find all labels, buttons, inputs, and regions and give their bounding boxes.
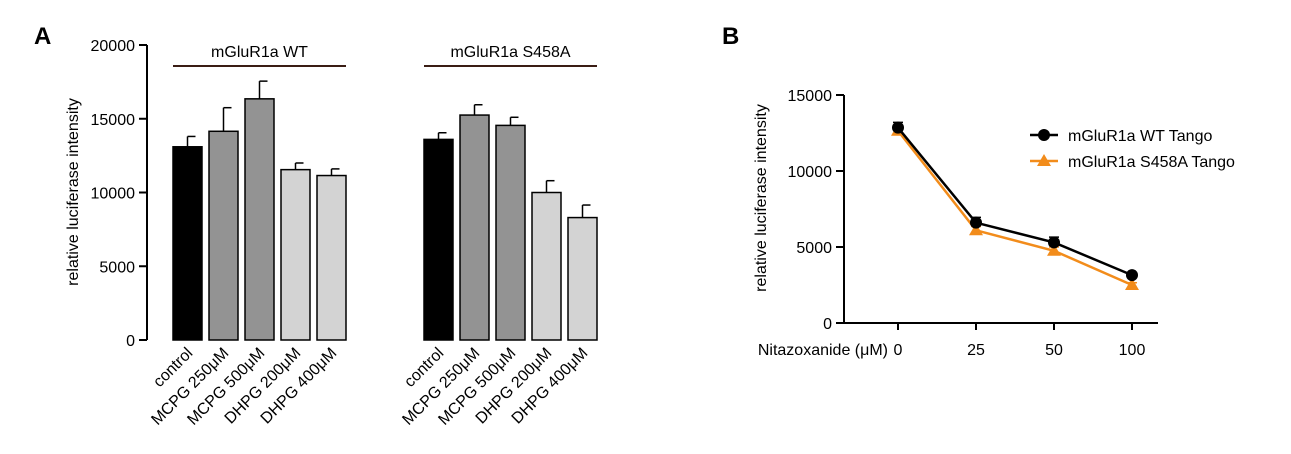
panel-a-chart: A relative luciferase intensity 0 5000 100…: [34, 23, 598, 429]
panel-a-letter: A: [34, 23, 51, 50]
panel-b-x-tick-label: 25: [967, 342, 985, 359]
panel-b-y-axis-label: relative luciferase intensity: [753, 104, 770, 292]
panel-a-bar: [567, 216, 598, 341]
panel-b-point: [969, 223, 983, 236]
panel-a-bars: [172, 80, 598, 341]
panel-b-y-tick-label: 15000: [788, 88, 833, 105]
panel-b-series-line: [897, 126, 1133, 277]
panel-a-bar: [316, 174, 347, 341]
panel-a-y-tick-label: 5000: [99, 259, 135, 276]
panel-a-y-axis: 0 5000 10000 15000 20000: [91, 38, 148, 350]
panel-b-x-tick-label: 0: [894, 342, 903, 359]
panel-b-series-line: [897, 129, 1133, 287]
panel-b-y-tick-label: 10000: [788, 164, 833, 181]
panel-b-x-tick-label: 100: [1119, 342, 1146, 359]
panel-b-letter: B: [722, 23, 739, 50]
panel-b-series: [891, 121, 1139, 290]
panel-b-legend: mGluR1a WT Tango mGluR1a S458A Tango: [1030, 128, 1235, 171]
panel-b-legend-label: mGluR1a S458A Tango: [1068, 154, 1235, 171]
panel-a-bar: [531, 191, 562, 341]
panel-b-point: [1048, 236, 1060, 249]
panel-a-y-tick-label: 0: [126, 333, 135, 350]
panel-a-y-axis-label: relative luciferase intensity: [65, 98, 82, 286]
panel-b-point: [1125, 278, 1139, 290]
panel-a-groups: mGluR1a WT mGluR1a S458A: [173, 44, 597, 67]
panel-b-point: [970, 216, 982, 229]
panel-b-legend-marker: [1038, 129, 1050, 141]
panel-a-bar: [423, 138, 454, 341]
panel-a-bar: [244, 98, 275, 341]
panel-a-group-label: mGluR1a S458A: [450, 44, 570, 61]
panel-b-axes: 0 5000 10000 15000 0 25 50 100: [788, 88, 1158, 359]
panel-b-point: [1047, 243, 1061, 256]
panel-a-y-tick-label: 20000: [91, 38, 136, 55]
panel-b-legend-marker: [1037, 154, 1051, 166]
panel-a-bar: [280, 168, 311, 341]
panel-a-group-label: mGluR1a WT: [211, 44, 308, 61]
panel-a-bar: [495, 124, 526, 341]
panel-a-y-tick-label: 10000: [91, 186, 136, 203]
panel-a-y-tick-label: 15000: [91, 112, 136, 129]
panel-a-bar: [208, 130, 239, 341]
panel-b-y-tick-label: 0: [823, 316, 832, 333]
panel-a-bar: [459, 114, 490, 341]
panel-b-chart: B relative luciferase intensity Nitazoxa…: [722, 23, 1235, 359]
panel-b-x-tick-label: 50: [1045, 342, 1063, 359]
panel-b-point: [892, 121, 904, 134]
panel-a-bar: [172, 146, 203, 341]
panel-b-y-tick-label: 5000: [796, 240, 832, 257]
panel-b-legend-label: mGluR1a WT Tango: [1068, 128, 1212, 145]
panel-b-x-axis-label: Nitazoxanide (μM): [758, 342, 888, 359]
panel-b-point: [1126, 269, 1138, 282]
